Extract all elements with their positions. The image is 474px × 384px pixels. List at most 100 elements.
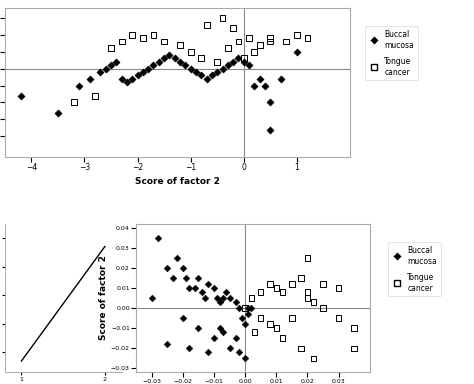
Point — [198, 72, 205, 78]
Point — [208, 72, 216, 78]
Point — [266, 321, 274, 327]
Point — [70, 99, 78, 106]
Point — [283, 38, 290, 45]
Point — [198, 289, 205, 295]
Point — [279, 289, 286, 295]
Point — [219, 329, 227, 335]
Point — [310, 299, 318, 305]
Point — [235, 305, 243, 311]
Point — [256, 76, 264, 82]
Point — [123, 79, 131, 85]
Point — [246, 35, 253, 41]
Point — [170, 275, 177, 281]
Point — [213, 59, 221, 65]
Point — [154, 235, 162, 241]
Point — [164, 341, 171, 348]
Point — [210, 335, 218, 341]
Point — [288, 315, 296, 321]
Point — [273, 325, 280, 331]
Point — [171, 55, 179, 61]
Point — [241, 355, 249, 361]
Point — [112, 59, 120, 65]
Point — [210, 285, 218, 291]
Point — [266, 126, 274, 132]
Point — [335, 285, 342, 291]
Point — [335, 315, 342, 321]
Point — [257, 289, 264, 295]
Point — [203, 22, 210, 28]
Point — [350, 345, 358, 351]
Point — [139, 35, 146, 41]
Point — [192, 69, 200, 75]
Point — [229, 25, 237, 31]
Point — [238, 315, 246, 321]
Point — [134, 72, 141, 78]
Point — [195, 275, 202, 281]
Point — [187, 66, 194, 72]
Point — [213, 69, 221, 75]
Y-axis label: Score of factor 2: Score of factor 2 — [99, 256, 108, 341]
Point — [240, 59, 247, 65]
Point — [182, 62, 189, 68]
Point — [226, 345, 233, 351]
Point — [203, 76, 210, 82]
Point — [229, 59, 237, 65]
Point — [266, 99, 274, 106]
Point — [277, 76, 285, 82]
Point — [150, 62, 157, 68]
Point — [173, 255, 181, 261]
Point — [201, 295, 209, 301]
Point — [297, 345, 305, 351]
Point — [304, 295, 311, 301]
Point — [75, 83, 83, 89]
Point — [118, 38, 126, 45]
Point — [224, 62, 232, 68]
Point — [247, 305, 255, 311]
Point — [293, 32, 301, 38]
Point — [182, 275, 190, 281]
Point — [148, 295, 155, 301]
Point — [350, 325, 358, 331]
Point — [219, 295, 227, 301]
Point — [251, 83, 258, 89]
Point — [224, 45, 232, 51]
Point — [241, 321, 249, 327]
Point — [164, 265, 171, 271]
Point — [304, 35, 311, 41]
Point — [266, 35, 274, 41]
Point — [319, 281, 327, 287]
Point — [176, 42, 184, 48]
Point — [185, 285, 193, 291]
Point — [54, 109, 62, 116]
Point — [257, 315, 264, 321]
Point — [235, 55, 242, 61]
Point — [97, 69, 104, 75]
Point — [240, 55, 247, 61]
Point — [293, 49, 301, 55]
Point — [204, 281, 211, 287]
Point — [297, 275, 305, 281]
X-axis label: Score of factor 2: Score of factor 2 — [135, 177, 220, 186]
Point — [102, 66, 109, 72]
Point — [217, 325, 224, 331]
Point — [217, 299, 224, 305]
Point — [256, 42, 264, 48]
Point — [235, 349, 243, 356]
Point — [187, 49, 194, 55]
Point — [86, 76, 93, 82]
Point — [288, 281, 296, 287]
Point — [155, 59, 163, 65]
Point — [232, 335, 239, 341]
Point — [213, 295, 221, 301]
Point — [107, 45, 115, 51]
Point — [145, 66, 152, 72]
Point — [319, 305, 327, 311]
Point — [304, 255, 311, 261]
Point — [204, 349, 211, 356]
Point — [179, 315, 187, 321]
Point — [185, 345, 193, 351]
Point — [245, 311, 252, 317]
Point — [223, 289, 230, 295]
Point — [179, 265, 187, 271]
Point — [219, 66, 226, 72]
